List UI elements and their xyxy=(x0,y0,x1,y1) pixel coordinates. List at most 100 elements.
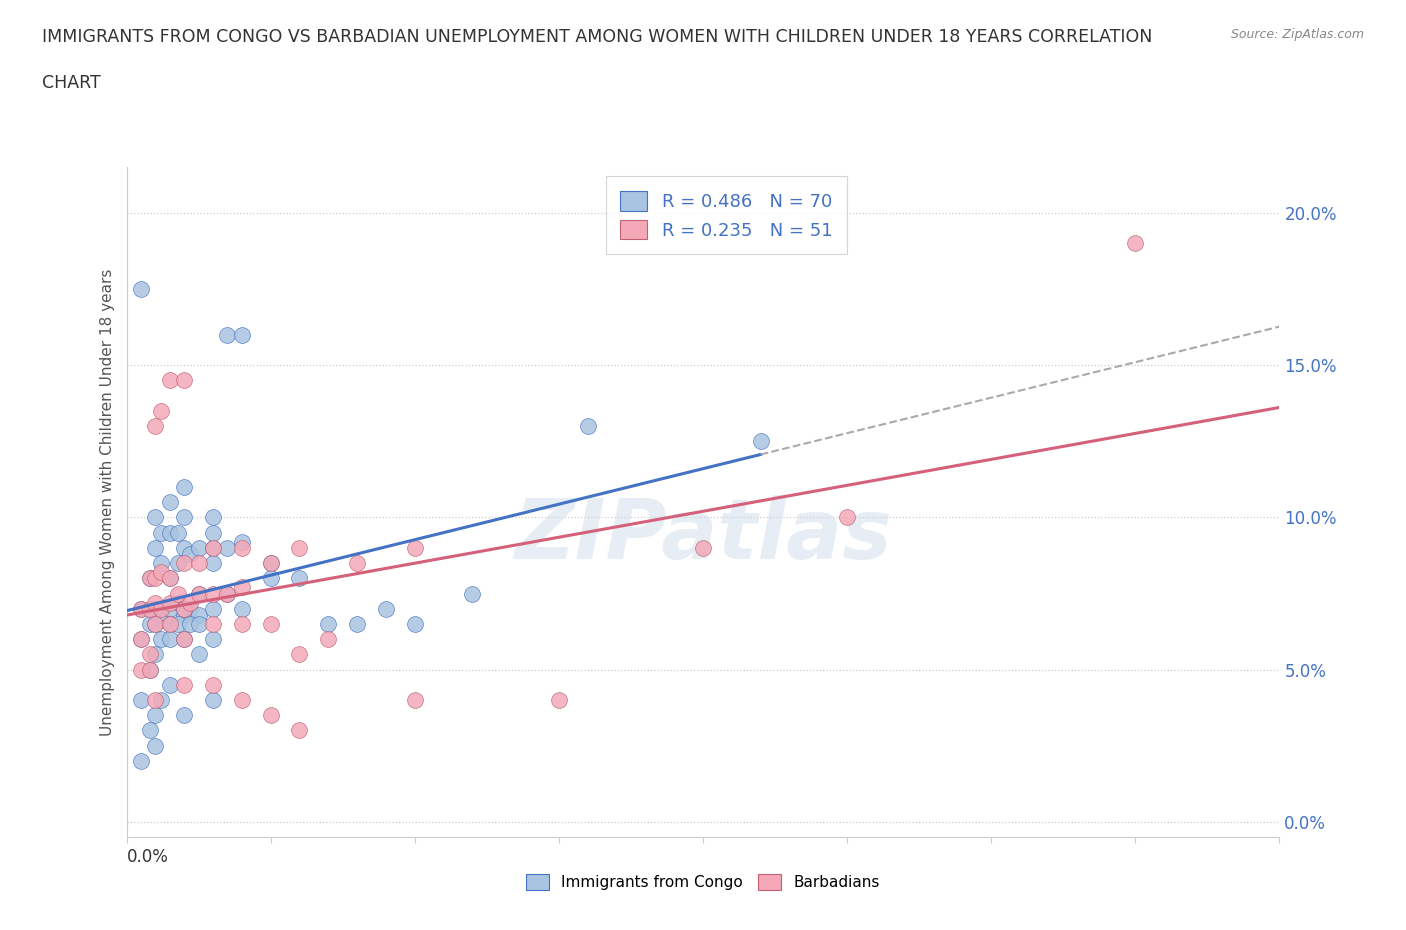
Point xyxy=(288,647,311,662)
Text: IMMIGRANTS FROM CONGO VS BARBADIAN UNEMPLOYMENT AMONG WOMEN WITH CHILDREN UNDER : IMMIGRANTS FROM CONGO VS BARBADIAN UNEMP… xyxy=(42,28,1153,46)
Point xyxy=(173,631,195,646)
Point xyxy=(187,647,209,662)
Point xyxy=(159,617,181,631)
Point xyxy=(692,540,714,555)
Text: 0.0%: 0.0% xyxy=(127,848,169,866)
Point xyxy=(259,555,281,570)
Point xyxy=(150,602,173,617)
Point xyxy=(404,693,426,708)
Point xyxy=(179,617,201,631)
Point xyxy=(202,693,225,708)
Point xyxy=(346,555,368,570)
Point xyxy=(187,555,209,570)
Point xyxy=(231,327,253,342)
Point xyxy=(138,662,160,677)
Point xyxy=(145,602,166,617)
Point xyxy=(187,607,209,622)
Point xyxy=(129,602,152,617)
Point xyxy=(129,631,152,646)
Point xyxy=(173,607,195,622)
Point xyxy=(138,617,160,631)
Point xyxy=(150,693,173,708)
Point xyxy=(173,677,195,692)
Point xyxy=(217,586,239,601)
Point xyxy=(150,404,173,418)
Point xyxy=(138,647,160,662)
Point xyxy=(217,327,239,342)
Text: CHART: CHART xyxy=(42,74,101,92)
Point xyxy=(179,595,201,610)
Point xyxy=(231,540,253,555)
Point xyxy=(187,540,209,555)
Point xyxy=(318,631,340,646)
Point xyxy=(173,480,195,495)
Point xyxy=(150,555,173,570)
Point xyxy=(202,525,225,540)
Point xyxy=(202,631,225,646)
Point xyxy=(167,525,190,540)
Point xyxy=(187,586,209,601)
Point xyxy=(259,708,281,723)
Point xyxy=(288,540,311,555)
Point xyxy=(145,595,166,610)
Text: Source: ZipAtlas.com: Source: ZipAtlas.com xyxy=(1230,28,1364,41)
Point xyxy=(259,571,281,586)
Point xyxy=(835,510,858,525)
Point xyxy=(150,565,173,579)
Point xyxy=(187,617,209,631)
Point xyxy=(202,586,225,601)
Point xyxy=(173,555,195,570)
Point xyxy=(217,540,239,555)
Point xyxy=(129,602,152,617)
Point xyxy=(145,510,166,525)
Point xyxy=(159,602,181,617)
Point xyxy=(159,631,181,646)
Point xyxy=(173,602,195,617)
Point xyxy=(173,708,195,723)
Text: ZIPatlas: ZIPatlas xyxy=(515,495,891,577)
Point xyxy=(138,571,160,586)
Point xyxy=(202,540,225,555)
Point xyxy=(202,602,225,617)
Point xyxy=(145,617,166,631)
Point xyxy=(159,373,181,388)
Point xyxy=(159,677,181,692)
Point xyxy=(173,510,195,525)
Point xyxy=(167,555,190,570)
Point xyxy=(288,571,311,586)
Point xyxy=(173,373,195,388)
Point xyxy=(145,738,166,753)
Point xyxy=(179,547,201,562)
Point xyxy=(231,580,253,595)
Point xyxy=(145,617,166,631)
Point xyxy=(129,753,152,768)
Point xyxy=(145,647,166,662)
Point xyxy=(129,693,152,708)
Point xyxy=(150,525,173,540)
Legend: Immigrants from Congo, Barbadians: Immigrants from Congo, Barbadians xyxy=(520,868,886,897)
Point xyxy=(138,602,160,617)
Point xyxy=(202,617,225,631)
Point xyxy=(145,418,166,433)
Point xyxy=(202,677,225,692)
Point xyxy=(231,693,253,708)
Point xyxy=(318,617,340,631)
Point xyxy=(159,571,181,586)
Point xyxy=(129,662,152,677)
Point xyxy=(202,540,225,555)
Point xyxy=(202,555,225,570)
Point xyxy=(145,693,166,708)
Point xyxy=(259,555,281,570)
Point xyxy=(173,602,195,617)
Point xyxy=(202,510,225,525)
Point xyxy=(1125,236,1147,251)
Point xyxy=(404,540,426,555)
Y-axis label: Unemployment Among Women with Children Under 18 years: Unemployment Among Women with Children U… xyxy=(100,269,115,736)
Point xyxy=(167,617,190,631)
Point xyxy=(179,602,201,617)
Point xyxy=(145,571,166,586)
Point xyxy=(231,617,253,631)
Point xyxy=(231,602,253,617)
Point xyxy=(173,631,195,646)
Point xyxy=(217,586,239,601)
